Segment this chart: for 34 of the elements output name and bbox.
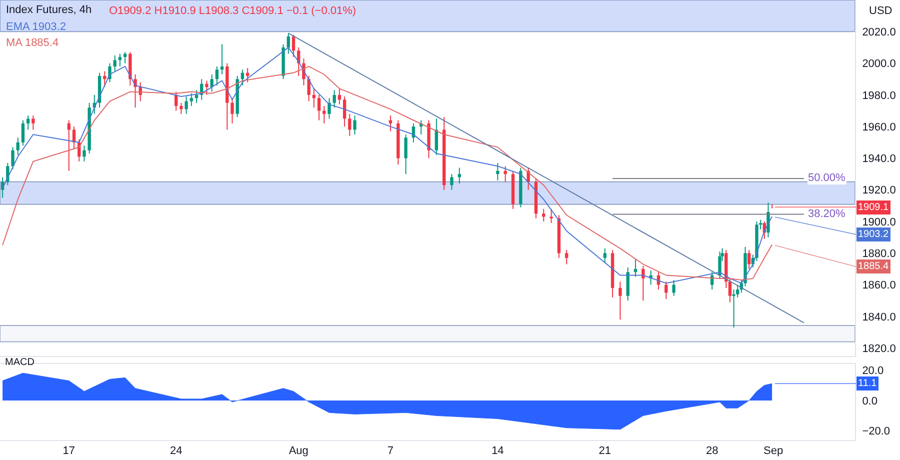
y-tick-label: 1840.0 (862, 311, 896, 324)
annotation: O1909.2 H1910.9 L1908.3 C1909.1 −0.1 (−0.01%) (109, 5, 356, 17)
y-tick-label: 0.0 (862, 395, 878, 408)
x-tick-label: 28 (706, 445, 718, 458)
annotation: 38.20% (808, 208, 846, 220)
annotation: 50.00% (808, 172, 846, 184)
y-axis-title: USD (869, 5, 892, 17)
annotation: 11.1 (858, 378, 878, 389)
y-tick-label: 2000.0 (862, 58, 896, 70)
y-tick-label: 20.0 (862, 364, 884, 377)
annotation: 1909.1 (858, 202, 890, 213)
x-tick-label: 21 (598, 445, 612, 458)
x-tick-label: 14 (492, 445, 504, 458)
y-tick-label: −20.0 (862, 426, 890, 438)
x-tick-label: Sep (764, 445, 784, 458)
y-tick-label: 1960.0 (862, 121, 896, 134)
text: MA 1885.4 (6, 37, 59, 49)
y-tick-label: 1940.0 (862, 153, 896, 166)
text: EMA 1903.2 (6, 21, 66, 33)
annotation: 1903.2 (858, 229, 890, 240)
annotation: 1885.4 (858, 261, 890, 272)
y-tick-label: 1880.0 (862, 248, 896, 260)
y-tick-label: 1860.0 (862, 280, 896, 292)
y-tick-label: 2020.0 (862, 26, 896, 38)
x-tick-label: 7 (387, 445, 394, 458)
x-tick-label: 17 (62, 445, 76, 458)
chart-title: MACD (5, 357, 34, 368)
y-tick-label: 1900.0 (862, 216, 896, 228)
y-tick-label: 1820.0 (862, 342, 896, 355)
y-tick-label: 1980.0 (862, 90, 896, 102)
y-tick-label: 1920.0 (862, 184, 896, 197)
x-tick-label: 24 (170, 445, 182, 458)
x-tick-label: Aug (288, 445, 308, 458)
chart-title: Index Futures, 4h (6, 4, 92, 16)
